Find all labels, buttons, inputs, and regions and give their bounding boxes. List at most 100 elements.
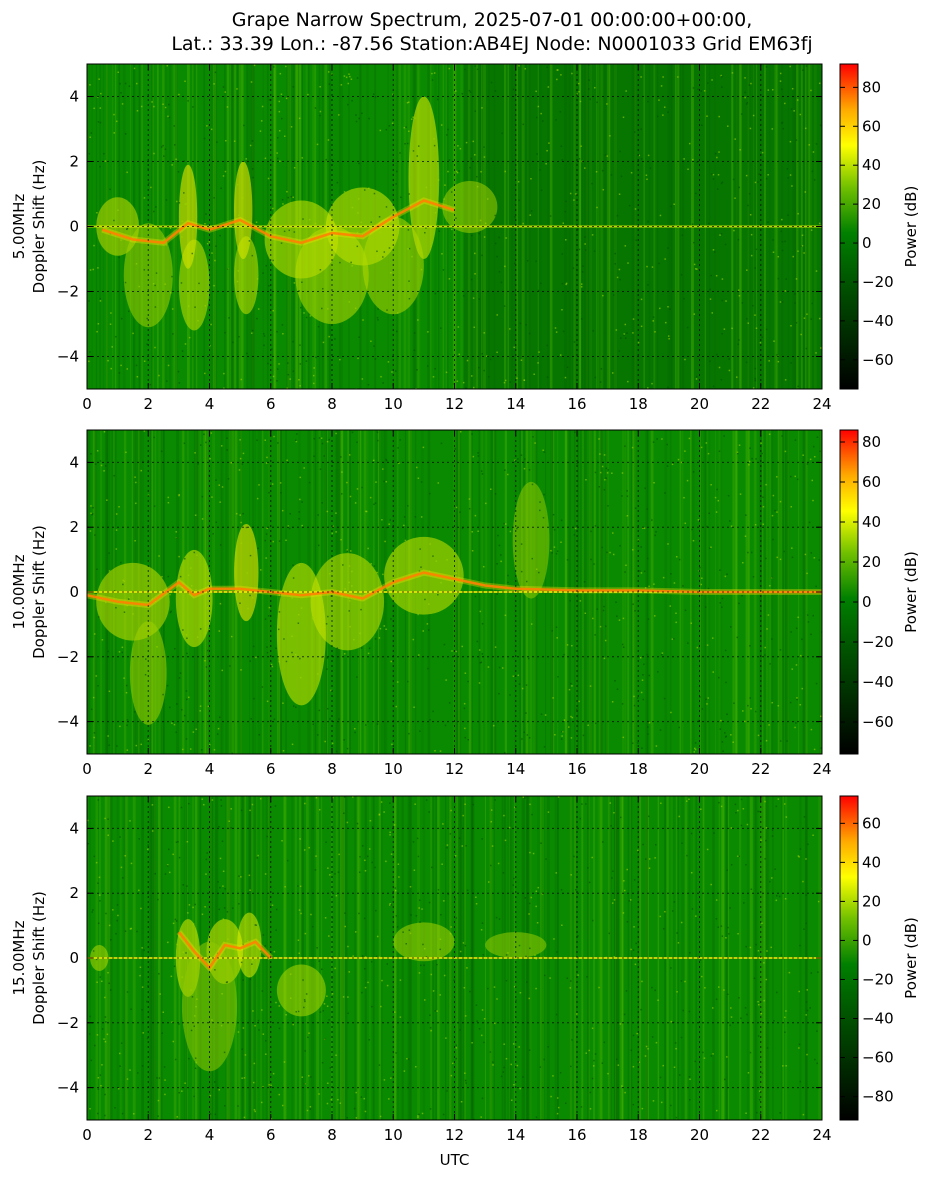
colorbar-tick-label: 20 [862,892,881,910]
colorbar-tick-label: 60 [862,117,881,135]
colorbar-gradient [839,795,859,1121]
x-tick-label: 12 [445,395,464,413]
x-tick-label: 20 [690,395,709,413]
colorbar-tick-label: 0 [862,593,872,611]
colorbar-tick-label: 60 [862,473,881,491]
y-axis-label-frequency: 5.00MHz [10,194,28,260]
x-tick-label: 10 [384,1126,403,1144]
x-tick-label: 20 [690,1126,709,1144]
spectrogram-image [87,64,822,389]
y-tick-label: −4 [57,713,79,731]
x-tick-label: 14 [506,395,525,413]
x-tick-label: 20 [690,760,709,778]
colorbar-tick-label: 40 [862,156,881,174]
colorbar-3: −80 −60 −40 −20 0 20 40 60 Power (dB) [839,795,920,1121]
x-tick-label: 0 [82,760,92,778]
x-tick-label: 10 [384,760,403,778]
y-tick-label: 4 [69,88,79,106]
x-tick-label: 2 [143,1126,153,1144]
x-tick-label: 22 [751,1126,770,1144]
colorbar-tick-label: 80 [862,433,881,451]
y-tick-label: 2 [69,518,79,536]
y-tick-label: −2 [57,1014,79,1032]
colorbar-tick-label: −20 [862,633,894,651]
colorbar-tick-label: 60 [862,814,881,832]
x-tick-label: 18 [629,760,648,778]
colorbar-tick-label: 40 [862,513,881,531]
colorbar-tick-label: 40 [862,853,881,871]
x-tick-label: 8 [327,395,337,413]
x-tick-label: 10 [384,395,403,413]
colorbar-tick-label: 20 [862,195,881,213]
x-tick-label: 6 [266,395,276,413]
x-tick-label: 14 [506,760,525,778]
colorbar-tick-label: −40 [862,312,894,330]
colorbar-tick-label: −20 [862,970,894,988]
title-line-2: Lat.: 33.39 Lon.: -87.56 Station:AB4EJ N… [171,33,812,55]
colorbar-tick-label: 0 [862,234,872,252]
x-tick-label: 14 [506,1126,525,1144]
y-tick-label: 0 [69,583,79,601]
y-tick-label: −4 [57,348,79,366]
y-axis-label: Doppler Shift (Hz) [30,160,48,294]
y-tick-label: −2 [57,283,79,301]
y-tick-label: 0 [69,218,79,236]
x-tick-label: 2 [143,760,153,778]
colorbar-tick-label: −80 [862,1088,894,1106]
x-tick-label: 24 [812,1126,831,1144]
colorbar-gradient [839,429,859,755]
colorbar-tick-label: 0 [862,931,872,949]
title-line-1: Grape Narrow Spectrum, 2025-07-01 00:00:… [232,9,753,31]
x-tick-label: 24 [812,395,831,413]
x-tick-label: 2 [143,395,153,413]
y-axis-label: Doppler Shift (Hz) [30,891,48,1025]
x-tick-label: 4 [205,395,215,413]
y-tick-label: −4 [57,1079,79,1097]
x-tick-label: 8 [327,760,337,778]
colorbar-2: −60 −40 −20 0 20 40 60 80 Power (dB) [839,429,920,755]
x-tick-label: 0 [82,395,92,413]
x-tick-label: 12 [445,760,464,778]
x-tick-label: 22 [751,760,770,778]
spectrogram-image [87,430,822,754]
x-tick-label: 18 [629,1126,648,1144]
colorbar-tick-label: −60 [862,1049,894,1067]
y-tick-label: −2 [57,648,79,666]
x-tick-label: 24 [812,760,831,778]
colorbar-gradient [839,63,859,390]
colorbar-tick-label: 20 [862,553,881,571]
y-tick-label: 0 [69,949,79,967]
colorbar-tick-label: −40 [862,1010,894,1028]
x-tick-label: 22 [751,395,770,413]
x-tick-label: 6 [266,760,276,778]
colorbar-label: Power (dB) [902,186,920,268]
x-tick-label: 4 [205,760,215,778]
x-tick-label: 18 [629,395,648,413]
y-axis-label-frequency: 10.00MHz [10,554,28,629]
x-tick-label: 16 [567,1126,586,1144]
colorbar-tick-label: 80 [862,78,881,96]
x-tick-label: 12 [445,1126,464,1144]
x-tick-label: 6 [266,1126,276,1144]
colorbar-tick-label: −60 [862,351,894,369]
y-tick-label: 2 [69,153,79,171]
x-tick-label: 0 [82,1126,92,1144]
y-axis-label: Doppler Shift (Hz) [30,525,48,659]
x-axis-label: UTC [440,1151,470,1169]
x-tick-label: 16 [567,760,586,778]
colorbar-tick-label: −20 [862,273,894,291]
colorbar-1: −60 −40 −20 0 20 40 60 80 Power (dB) [839,63,920,390]
x-tick-label: 16 [567,395,586,413]
colorbar-label: Power (dB) [902,551,920,633]
x-tick-label: 8 [327,1126,337,1144]
y-tick-label: 4 [69,453,79,471]
y-tick-label: 4 [69,819,79,837]
colorbar-label: Power (dB) [902,917,920,999]
x-tick-label: 4 [205,1126,215,1144]
colorbar-tick-label: −40 [862,673,894,691]
